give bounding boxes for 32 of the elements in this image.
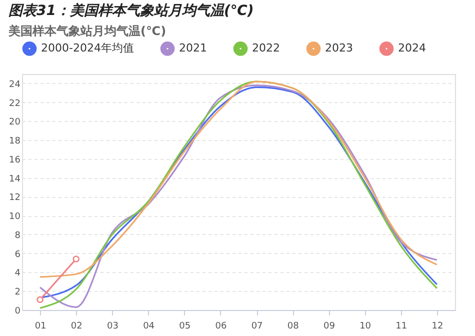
legend-label: 2021: [179, 42, 207, 55]
y-tick-label: 22: [9, 98, 20, 109]
x-tick-label: 06: [215, 322, 227, 332]
x-tick-label: 05: [179, 322, 191, 332]
y-tick-label: 20: [9, 118, 21, 128]
x-tick-label: 12: [432, 322, 444, 332]
y-tick-label: 10: [9, 212, 21, 222]
x-tick-label: 08: [287, 322, 300, 332]
chart-title: 图表31：美国样本气象站月均气温(℃): [8, 2, 254, 19]
x-tick-label: 07: [251, 322, 263, 332]
y-tick-label: 4: [14, 268, 21, 279]
y-tick-label: 0: [14, 306, 21, 316]
legend-label: 2024: [398, 42, 426, 55]
y-tick-label: 24: [9, 80, 21, 90]
x-tick-label: 10: [360, 322, 372, 332]
chart-subtitle: 美国样本气象站月均气温(℃): [8, 24, 166, 38]
y-tick-label: 2: [14, 288, 20, 298]
y-tick-label: 18: [9, 136, 21, 147]
y-tick-label: 14: [9, 174, 21, 184]
y-tick-label: 16: [9, 155, 21, 166]
x-tick-label: 01: [34, 322, 46, 332]
y-tick-label: 6: [14, 250, 21, 260]
x-tick-label: 11: [396, 322, 408, 332]
legend-label: 2023: [325, 42, 353, 55]
legend-label: 2022: [252, 42, 280, 55]
y-tick-label: 8: [14, 230, 21, 241]
x-tick-label: 03: [106, 322, 118, 332]
x-tick-label: 09: [323, 322, 336, 332]
x-tick-label: 02: [70, 322, 82, 332]
x-tick-label: 04: [143, 322, 155, 332]
legend-label: 2000-2024年均值: [41, 42, 134, 55]
y-tick-label: 12: [9, 193, 20, 204]
